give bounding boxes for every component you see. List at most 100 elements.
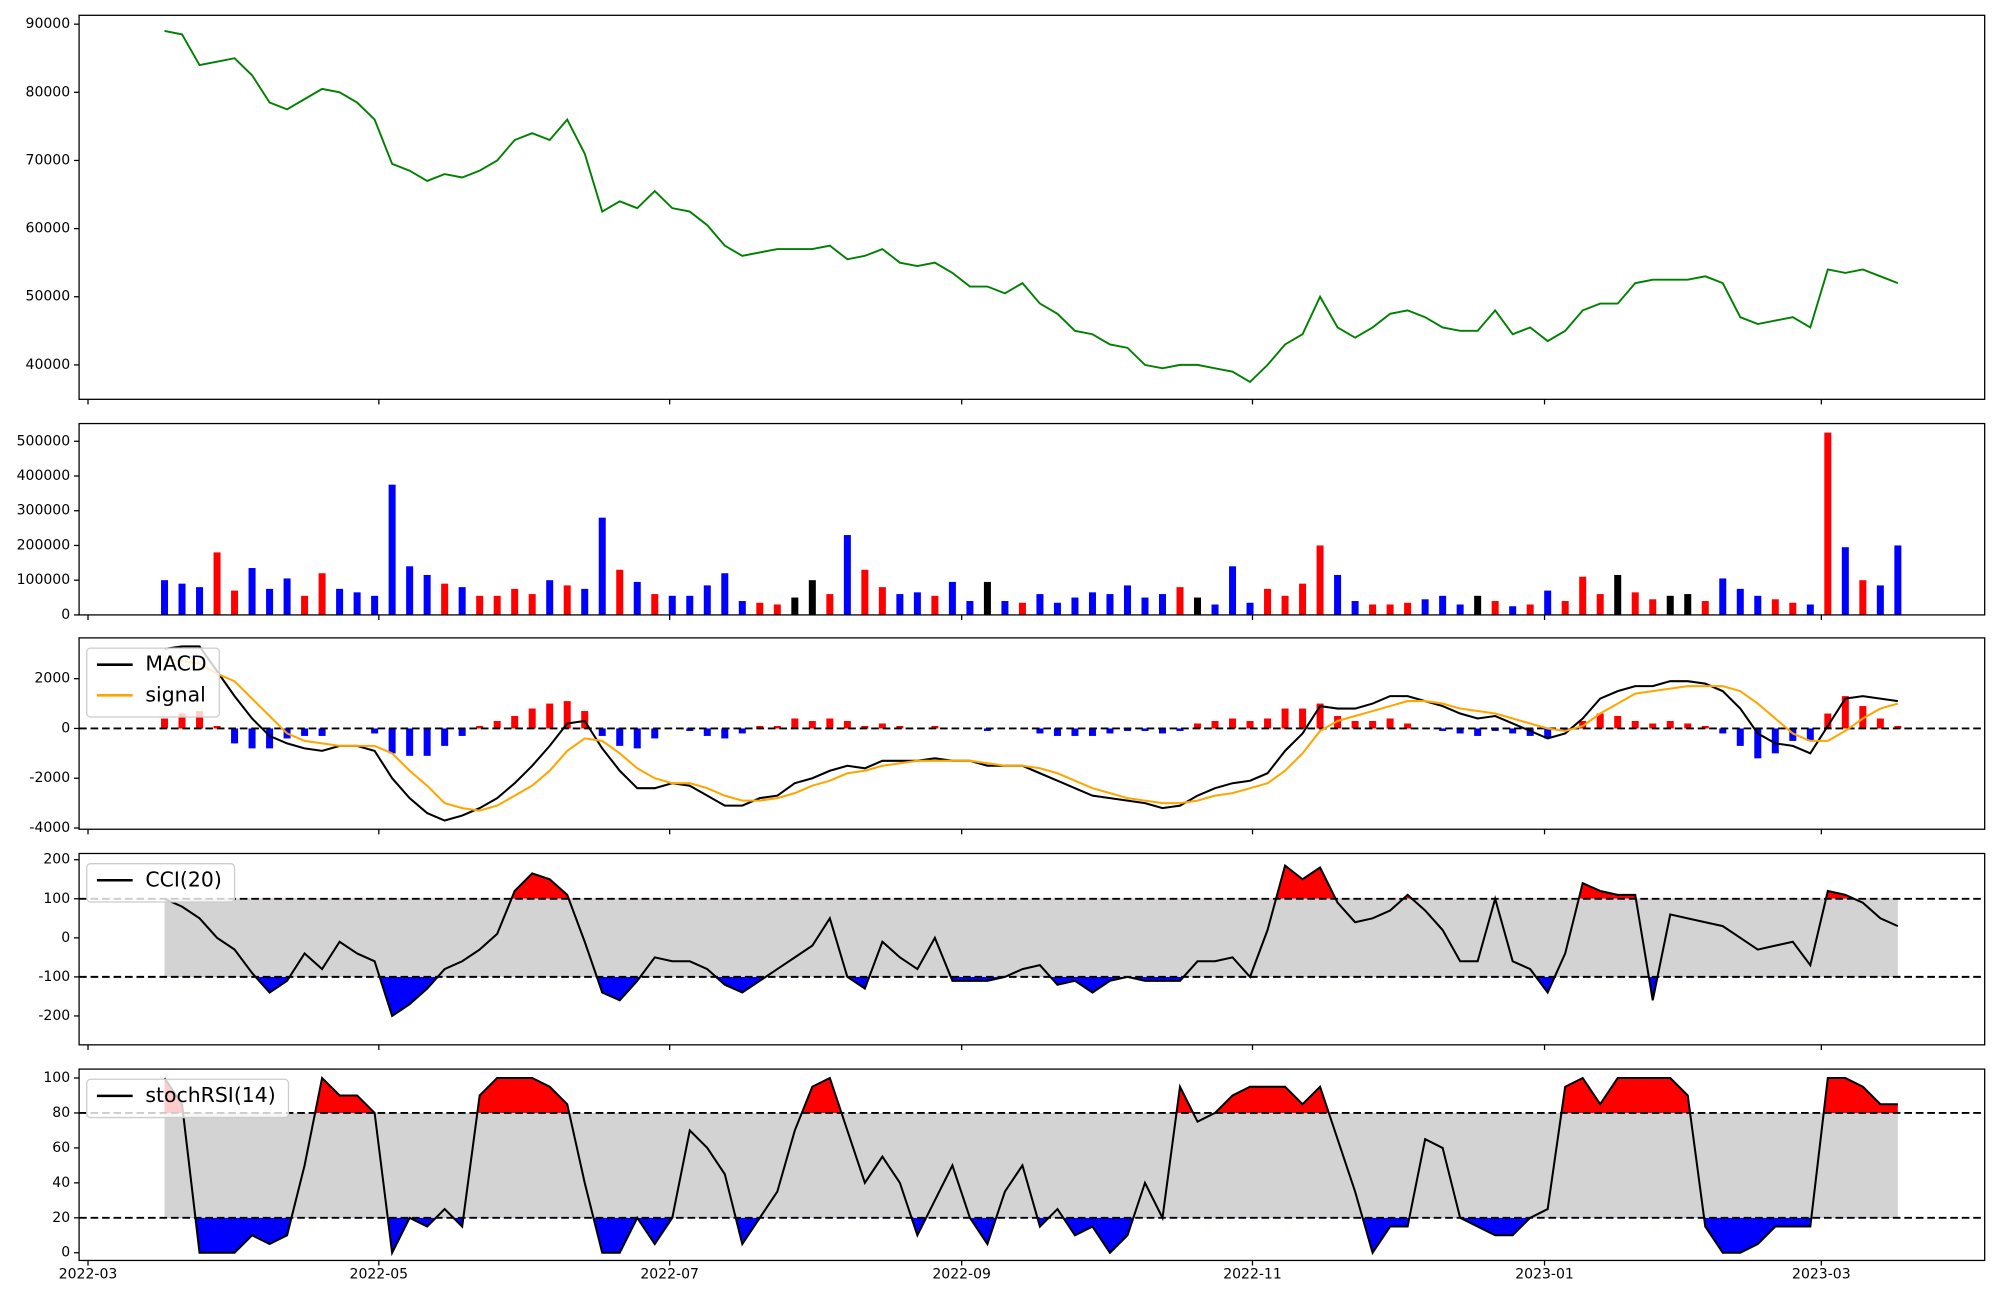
histogram-bar bbox=[773, 725, 781, 729]
volume-bar bbox=[1281, 595, 1289, 615]
volume-bar bbox=[843, 535, 851, 615]
volume-bar bbox=[336, 588, 344, 615]
volume-bar bbox=[1351, 601, 1359, 615]
legend-box bbox=[86, 1078, 290, 1119]
histogram-bar bbox=[441, 728, 449, 746]
volume-bar bbox=[808, 580, 816, 615]
plot-area bbox=[79, 863, 1985, 1018]
volume-bar bbox=[1491, 601, 1499, 615]
volume-bar bbox=[1859, 580, 1867, 615]
volume-bar bbox=[1334, 574, 1342, 615]
volume-bar bbox=[703, 585, 711, 615]
histogram-bar bbox=[1106, 728, 1114, 734]
volume-bar bbox=[1211, 604, 1219, 615]
x-tick-label: 2022-07 bbox=[640, 1266, 699, 1282]
indicator-line bbox=[163, 1075, 1898, 1257]
histogram-bar bbox=[371, 728, 379, 734]
histogram-bar bbox=[1316, 703, 1324, 729]
histogram-bar bbox=[546, 703, 554, 729]
volume-bar bbox=[511, 588, 519, 615]
volume-bar bbox=[1141, 597, 1149, 615]
histogram-bar bbox=[301, 728, 309, 736]
volume-bar bbox=[1474, 595, 1482, 615]
volume-bar bbox=[476, 595, 484, 615]
indicator-line bbox=[164, 645, 1899, 822]
volume-bar bbox=[161, 580, 169, 615]
histogram-bar bbox=[1053, 728, 1061, 736]
histogram-bar bbox=[1281, 708, 1289, 729]
histogram-bar bbox=[878, 723, 886, 729]
histogram-bar bbox=[196, 711, 204, 729]
volume-bar bbox=[1036, 594, 1044, 615]
volume-bar bbox=[441, 583, 449, 615]
volume-bar bbox=[318, 573, 326, 615]
volume-bar bbox=[1439, 595, 1447, 615]
histogram-bar bbox=[931, 725, 939, 729]
histogram-bar bbox=[1754, 728, 1762, 759]
histogram-bar bbox=[406, 728, 414, 756]
histogram-bar bbox=[1491, 728, 1499, 731]
histogram-bar bbox=[1859, 706, 1867, 729]
volume-bar bbox=[266, 588, 274, 615]
volume-bar bbox=[1719, 578, 1727, 615]
volume-bar bbox=[1841, 547, 1849, 615]
volume-bar bbox=[1106, 594, 1114, 615]
volume-bar bbox=[406, 566, 414, 615]
volume-bar bbox=[196, 587, 204, 615]
histogram-bar bbox=[686, 728, 694, 731]
plot-area bbox=[161, 432, 1902, 615]
histogram-bar bbox=[1404, 723, 1412, 729]
y-tick-label: 200 bbox=[43, 852, 70, 868]
volume-bar bbox=[826, 594, 834, 615]
indicator-line bbox=[164, 657, 1899, 812]
histogram-bar bbox=[1894, 725, 1902, 729]
volume-bar bbox=[1771, 599, 1779, 615]
plot-area bbox=[164, 30, 1899, 384]
volume-bar bbox=[598, 517, 606, 615]
volume-bar bbox=[1806, 604, 1814, 615]
histogram-bar bbox=[598, 728, 606, 736]
y-tick-label: 50000 bbox=[26, 289, 71, 305]
histogram-bar bbox=[1561, 728, 1569, 731]
neutral-band bbox=[164, 898, 1898, 977]
legend: CCI(20) bbox=[86, 863, 236, 903]
histogram-bar bbox=[703, 728, 711, 736]
legend-box bbox=[86, 863, 236, 903]
y-tick-label: 0 bbox=[61, 930, 70, 946]
axes-frame bbox=[78, 422, 1986, 616]
histogram-bar bbox=[581, 711, 589, 729]
y-tick-label: 90000 bbox=[26, 16, 71, 32]
volume-bar bbox=[1421, 599, 1429, 615]
histogram-bar bbox=[1736, 728, 1744, 746]
volume-bar bbox=[948, 581, 956, 615]
volume-bar bbox=[686, 595, 694, 615]
y-tick-label: 60 bbox=[52, 1140, 70, 1156]
histogram-bar bbox=[1158, 728, 1167, 734]
histogram-bar bbox=[528, 708, 536, 729]
histogram-bar bbox=[651, 728, 659, 739]
volume-bar bbox=[861, 569, 869, 615]
above-fill bbox=[164, 1078, 1898, 1113]
histogram-bar bbox=[633, 728, 641, 749]
histogram-bar bbox=[1299, 708, 1307, 729]
plot-area bbox=[79, 645, 1985, 822]
volume-bar bbox=[581, 588, 589, 615]
volume-bar bbox=[1369, 604, 1377, 615]
volume-bar bbox=[1876, 585, 1884, 615]
volume-bar bbox=[966, 601, 974, 615]
y-tick-label: -100 bbox=[38, 969, 70, 985]
volume-bar bbox=[1176, 587, 1184, 615]
y-tick-label: -4000 bbox=[29, 820, 70, 836]
volume-bar bbox=[1264, 588, 1272, 615]
volume-bar bbox=[1754, 595, 1762, 615]
histogram-bar bbox=[1176, 728, 1184, 731]
histogram-bar bbox=[721, 728, 729, 739]
histogram-bar bbox=[1631, 720, 1639, 729]
axes-frame bbox=[78, 1068, 1986, 1262]
y-tick-label: 80000 bbox=[26, 84, 71, 100]
histogram-bar bbox=[458, 728, 466, 736]
histogram-bar bbox=[161, 718, 169, 729]
histogram-bar bbox=[1439, 728, 1447, 731]
axes-frame bbox=[78, 637, 1986, 830]
